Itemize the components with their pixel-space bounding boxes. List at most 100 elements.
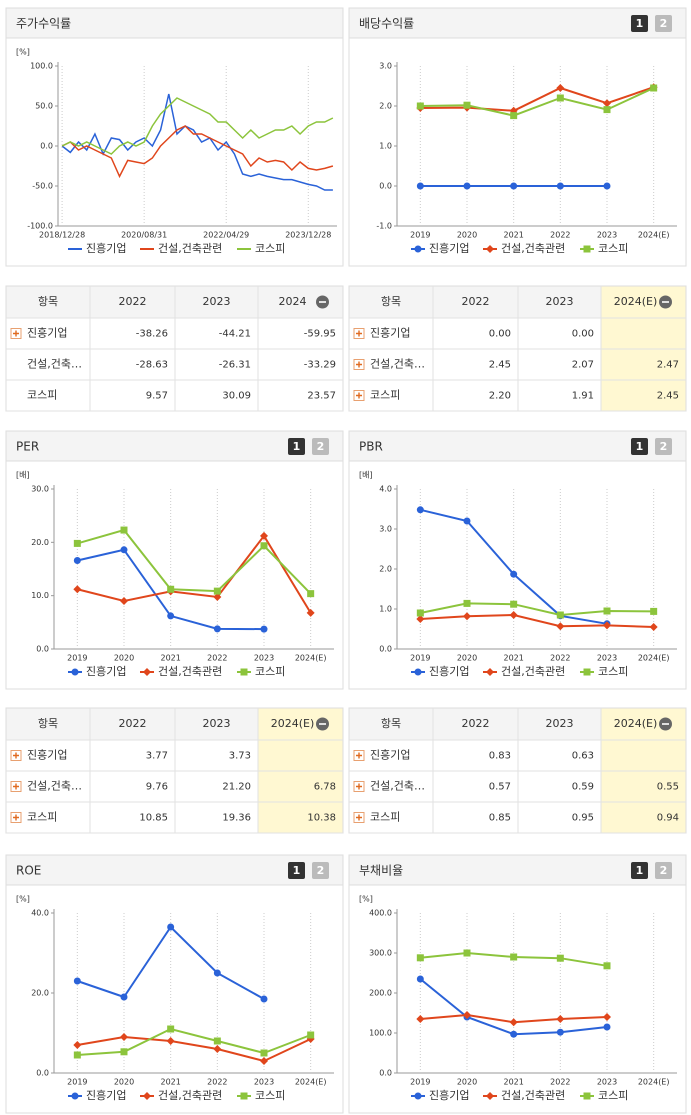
table-header: 2023: [203, 295, 231, 308]
x-tick-label: 2021: [503, 1078, 523, 1087]
pager-button[interactable]: [312, 862, 329, 879]
data-point: [463, 949, 471, 957]
pager-label[interactable]: 1: [636, 17, 644, 30]
pager-label[interactable]: 2: [660, 440, 668, 453]
data-point: [416, 102, 424, 110]
pager-label[interactable]: 2: [317, 440, 325, 453]
pager-label[interactable]: 1: [293, 440, 301, 453]
expand-plus[interactable]: [356, 752, 362, 759]
panel-header: [348, 430, 687, 462]
y-unit: [배]: [16, 471, 30, 480]
legend-marker: [583, 668, 591, 676]
panel-header: [5, 854, 344, 886]
table-header: 2022: [119, 717, 147, 730]
table-cell: 3.73: [229, 751, 251, 762]
pager-button[interactable]: [631, 438, 648, 455]
y-tick-label: 100.0: [369, 1029, 392, 1038]
data-point: [213, 587, 221, 595]
x-tick-label: 2019: [67, 1078, 87, 1087]
data-point: [603, 1013, 611, 1021]
expand-plus[interactable]: [356, 814, 362, 821]
row-name: 진흥기업: [370, 748, 410, 762]
chart-title: 부채비율: [359, 864, 403, 878]
x-tick-label: 2023: [254, 1078, 274, 1087]
series-line: [420, 613, 654, 628]
pager-button[interactable]: [655, 862, 672, 879]
table-cell: 0.63: [572, 751, 594, 762]
expand-plus[interactable]: [13, 783, 19, 790]
data-point: [120, 526, 128, 534]
table-cell: 2.45: [489, 360, 511, 371]
data-point: [556, 94, 564, 102]
panel: [348, 854, 687, 1114]
legend-label: 코스피: [598, 1089, 628, 1102]
legend-marker: [71, 1092, 79, 1100]
y-tick-label: 0.0: [40, 142, 53, 151]
x-tick-label: 2020: [114, 1078, 134, 1087]
pager-button[interactable]: [655, 15, 672, 32]
legend-label: 건설,건축관련: [501, 242, 565, 255]
data-point: [260, 995, 268, 1003]
table-header: 2022: [462, 717, 490, 730]
table-header: 항목: [381, 295, 401, 308]
table-header: 2024(E): [614, 295, 658, 308]
data-point: [167, 585, 175, 593]
data-point: [416, 609, 424, 617]
pager-button[interactable]: [288, 438, 305, 455]
series-line: [61, 93, 333, 191]
chart-title: 배당수익률: [359, 17, 414, 31]
legend-label: 건설,건축관련: [501, 1089, 565, 1102]
expand-plus[interactable]: [356, 330, 362, 337]
data-point: [603, 962, 611, 970]
table-header: 2024(E): [271, 717, 315, 730]
pager-label[interactable]: 1: [293, 864, 301, 877]
table-header: 2022: [462, 295, 490, 308]
data-point: [603, 621, 611, 630]
table-cell: 0.85: [489, 813, 511, 824]
pager-button[interactable]: [631, 15, 648, 32]
x-tick-label: 2024(E): [295, 654, 327, 663]
expand-plus[interactable]: [13, 330, 19, 337]
expand-plus[interactable]: [356, 783, 362, 790]
expand-plus[interactable]: [13, 814, 19, 821]
data-point: [650, 607, 658, 615]
table-cell: 9.57: [146, 391, 168, 402]
pager-button[interactable]: [655, 438, 672, 455]
y-tick-label: 0.0: [379, 645, 392, 654]
panel: [5, 7, 344, 267]
y-tick-label: 300.0: [369, 949, 392, 958]
data-point: [649, 623, 658, 631]
pager-button[interactable]: [312, 438, 329, 455]
pager-label[interactable]: 1: [636, 440, 644, 453]
legend-label: 건설,건축관련: [501, 665, 565, 678]
pager-label[interactable]: 2: [660, 17, 668, 30]
expand-plus[interactable]: [356, 392, 362, 399]
y-tick-label: 4.0: [379, 485, 392, 494]
x-tick-label: 2021: [160, 1078, 180, 1087]
row-name: 코스피: [27, 811, 57, 824]
expand-plus[interactable]: [13, 752, 19, 759]
pager-button[interactable]: [631, 862, 648, 879]
x-tick-label: 2023/12/28: [285, 231, 331, 240]
pager-button[interactable]: [288, 862, 305, 879]
data-point: [167, 1025, 175, 1033]
y-tick-label: 40.0: [31, 909, 49, 918]
data-point: [120, 1048, 128, 1056]
pager-label[interactable]: 2: [317, 864, 325, 877]
data-point: [603, 99, 611, 108]
table-cell: -28.63: [136, 360, 168, 371]
table-cell: 0.57: [489, 782, 511, 793]
row-name: 건설,건축…: [370, 780, 425, 793]
legend-marker: [414, 1092, 422, 1100]
x-tick-label: 2022: [550, 1078, 570, 1087]
chart-title: 주가수익률: [16, 17, 71, 31]
data-point: [120, 1033, 128, 1041]
x-tick-label: 2021: [503, 231, 523, 240]
table-cell: 2.45: [657, 391, 679, 402]
x-tick-label: 2023: [254, 654, 274, 663]
expand-plus[interactable]: [356, 361, 362, 368]
pager-label[interactable]: 2: [660, 864, 668, 877]
data-point: [260, 625, 268, 633]
pager-label[interactable]: 1: [636, 864, 644, 877]
series-line: [420, 86, 654, 112]
